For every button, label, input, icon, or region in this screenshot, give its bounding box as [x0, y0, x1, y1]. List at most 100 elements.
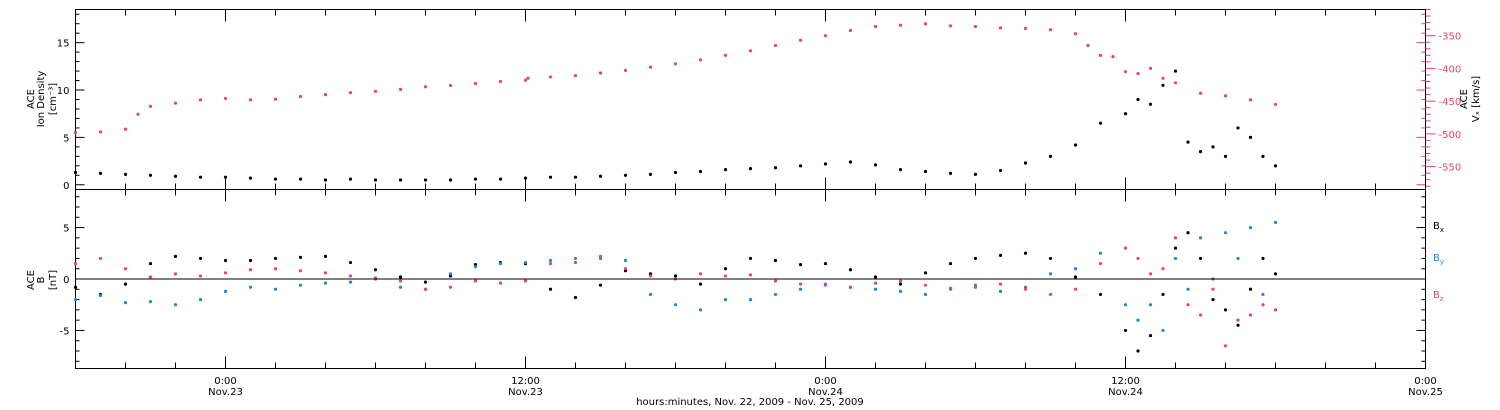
x-tick-time-label: 12:00 — [1111, 376, 1140, 387]
data-point — [748, 167, 753, 171]
data-point — [698, 272, 703, 276]
data-point — [526, 76, 530, 80]
data-point — [948, 24, 953, 28]
data-point — [1048, 256, 1053, 261]
data-point — [273, 287, 278, 291]
top-panel-series — [73, 22, 1278, 182]
data-point — [898, 282, 903, 286]
data-point — [448, 285, 453, 289]
data-point — [573, 175, 578, 179]
data-point — [123, 301, 128, 305]
legend-bz: Bz — [1433, 290, 1444, 303]
data-point — [1273, 102, 1278, 107]
data-point — [898, 23, 903, 27]
data-point — [148, 173, 153, 177]
data-point — [398, 87, 403, 91]
data-point — [1198, 91, 1203, 95]
data-point — [1161, 292, 1165, 297]
data-point — [698, 169, 703, 174]
data-point — [948, 261, 953, 266]
data-point — [448, 178, 453, 182]
data-point — [448, 83, 453, 88]
data-point — [1098, 53, 1103, 57]
data-point — [1173, 236, 1178, 240]
data-point — [248, 268, 253, 272]
vx-tick-label: -500 — [1439, 130, 1462, 141]
legend-by: By — [1433, 253, 1444, 266]
data-point — [423, 280, 428, 284]
data-point — [323, 271, 328, 275]
data-point — [723, 274, 728, 278]
data-point — [1136, 318, 1140, 322]
data-point — [1261, 256, 1265, 261]
data-point — [73, 297, 78, 302]
data-point — [473, 265, 478, 269]
data-point — [623, 267, 628, 271]
data-point — [173, 254, 178, 258]
data-point — [173, 101, 178, 105]
data-point — [623, 68, 628, 72]
x-tick-time-label: 12:00 — [511, 376, 540, 387]
data-point — [648, 292, 653, 297]
data-point — [423, 287, 428, 291]
data-point — [1098, 251, 1103, 255]
data-point — [523, 279, 528, 283]
legend-bx: Bx — [1433, 221, 1444, 234]
data-point — [1023, 26, 1028, 31]
data-point — [123, 282, 128, 286]
data-point — [1048, 154, 1053, 158]
data-point — [823, 34, 828, 38]
x-tick-time-label: 0:00 — [1414, 376, 1436, 387]
data-point — [273, 177, 278, 181]
data-point — [673, 170, 678, 175]
data-point — [273, 97, 278, 101]
data-point — [1123, 328, 1128, 333]
data-point — [298, 177, 303, 181]
data-point — [173, 272, 178, 276]
density-tick-label: 0 — [63, 181, 69, 192]
data-point — [1123, 246, 1128, 250]
data-point — [748, 256, 753, 261]
data-point — [148, 261, 153, 266]
bottom-panel-series — [73, 220, 1278, 353]
data-point — [448, 272, 453, 276]
data-point — [498, 79, 503, 84]
data-point — [1161, 267, 1165, 271]
data-point — [1236, 318, 1240, 322]
data-point — [373, 89, 378, 93]
data-point — [823, 261, 828, 266]
data-point — [1136, 256, 1140, 261]
data-point — [1248, 225, 1253, 230]
data-point — [1173, 69, 1178, 73]
series-bz — [73, 236, 1278, 348]
data-point — [1211, 297, 1215, 302]
data-point — [98, 171, 103, 175]
data-point — [998, 253, 1003, 257]
data-point — [223, 96, 228, 101]
b-tick-label: 0 — [63, 275, 69, 286]
data-point — [598, 174, 603, 178]
data-point — [1273, 308, 1278, 312]
data-point — [1198, 150, 1203, 154]
data-point — [298, 94, 303, 99]
data-point — [898, 279, 903, 283]
data-point — [498, 281, 503, 285]
data-point — [1248, 98, 1253, 102]
vx-tick-label: -450 — [1439, 97, 1462, 108]
data-point — [1111, 55, 1115, 59]
data-point — [873, 287, 878, 291]
data-point — [123, 127, 128, 131]
data-point — [723, 267, 728, 271]
data-point — [1223, 94, 1228, 98]
series-bx — [73, 231, 1278, 353]
data-point — [648, 65, 653, 69]
data-point — [1211, 145, 1215, 149]
data-point — [148, 275, 153, 279]
data-point — [1123, 70, 1128, 74]
data-point — [1223, 154, 1228, 158]
data-point — [223, 175, 228, 179]
data-point — [748, 273, 753, 277]
data-point — [1173, 256, 1178, 261]
data-point — [698, 308, 703, 312]
data-point — [573, 295, 578, 300]
